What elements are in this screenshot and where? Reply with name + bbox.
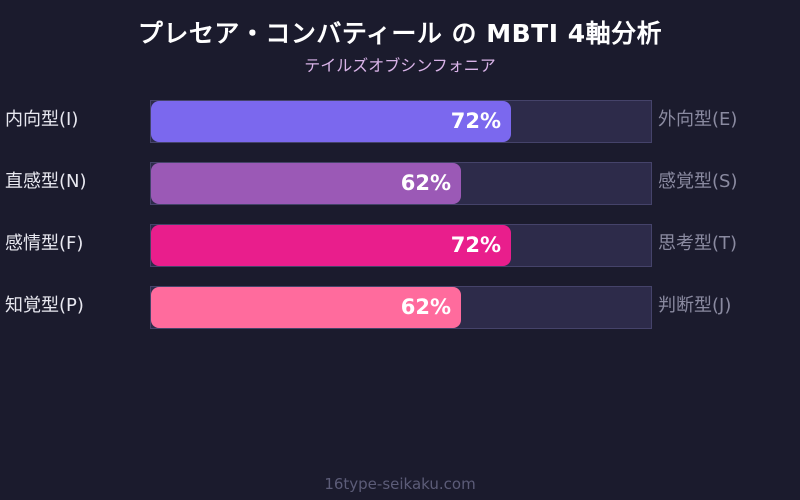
left-label: 感情型(F): [5, 233, 84, 254]
right-label: 判断型(J): [658, 295, 732, 316]
right-label: 思考型(T): [658, 233, 738, 254]
bar-track: 72%: [150, 224, 652, 267]
bar-fill: 62%: [151, 287, 461, 328]
axis-row-ft: 感情型(F) 72% 思考型(T): [0, 224, 800, 267]
bar-fill: 72%: [151, 225, 511, 266]
axis-row-ns: 直感型(N) 62% 感覚型(S): [0, 162, 800, 205]
chart-title: プレセア・コンバティール の MBTI 4軸分析: [137, 19, 663, 48]
right-label: 外向型(E): [658, 109, 738, 130]
right-label: 感覚型(S): [658, 171, 738, 192]
bar-fill: 62%: [151, 163, 461, 204]
percent-label: 62%: [400, 295, 451, 319]
left-label: 内向型(I): [5, 109, 79, 130]
chart-subtitle: テイルズオブシンフォニア: [304, 56, 496, 75]
percent-label: 62%: [400, 171, 451, 195]
bar-track: 72%: [150, 100, 652, 143]
percent-label: 72%: [450, 109, 501, 133]
left-label: 知覚型(P): [5, 295, 84, 316]
bar-track: 62%: [150, 286, 652, 329]
axis-row-pj: 知覚型(P) 62% 判断型(J): [0, 286, 800, 329]
axis-row-ie: 内向型(I) 72% 外向型(E): [0, 100, 800, 143]
bar-track: 62%: [150, 162, 652, 205]
bar-fill: 72%: [151, 101, 511, 142]
left-label: 直感型(N): [5, 171, 87, 192]
percent-label: 72%: [450, 233, 501, 257]
footer-source: 16type-seikaku.com: [324, 475, 476, 493]
